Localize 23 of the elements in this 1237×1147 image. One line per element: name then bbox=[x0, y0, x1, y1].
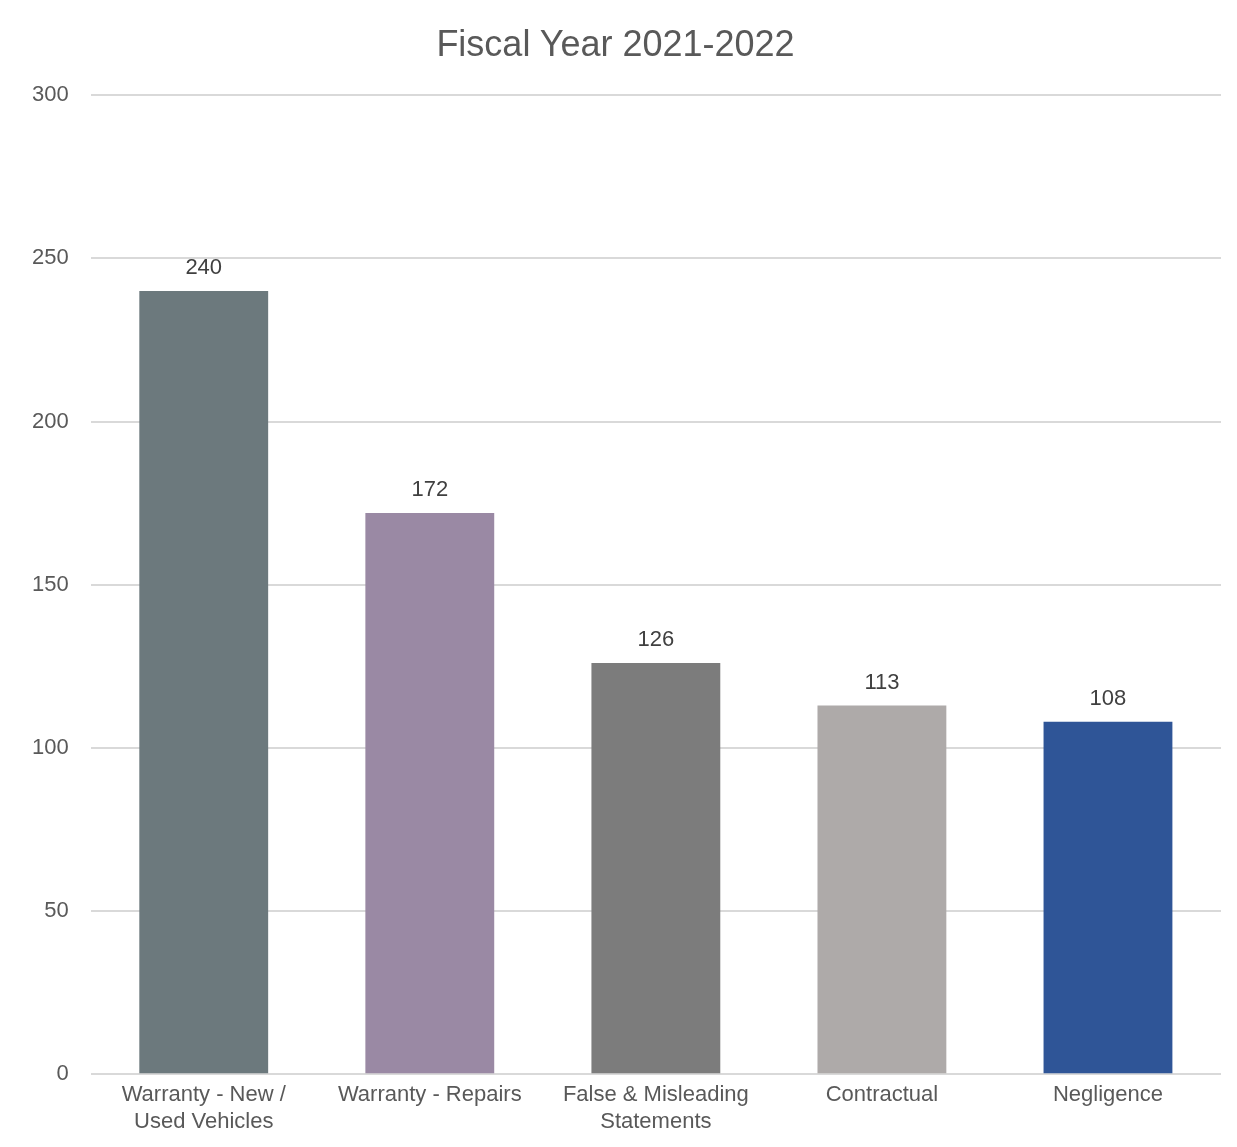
y-tick-label: 150 bbox=[31, 570, 69, 596]
y-tick-label: 300 bbox=[31, 81, 69, 107]
x-tick-label: Warranty - Repairs bbox=[337, 1081, 522, 1107]
y-tick-label: 100 bbox=[31, 733, 69, 759]
y-tick-label: 200 bbox=[31, 407, 69, 433]
data-label: 172 bbox=[411, 475, 449, 501]
bar bbox=[365, 512, 495, 1074]
y-tick-label: 0 bbox=[56, 1060, 69, 1086]
bar bbox=[1043, 721, 1173, 1074]
data-label: 126 bbox=[637, 626, 675, 652]
bar bbox=[139, 291, 269, 1074]
y-tick-label: 250 bbox=[31, 244, 69, 270]
x-tick-label: Negligence bbox=[1052, 1081, 1164, 1107]
data-label: 240 bbox=[185, 254, 223, 280]
y-tick-label: 50 bbox=[44, 897, 69, 923]
data-label: 108 bbox=[1089, 684, 1127, 710]
bar bbox=[591, 663, 721, 1074]
x-tick-label: Contractual bbox=[825, 1081, 939, 1107]
x-tick-label: Warranty - New / Used Vehicles bbox=[121, 1081, 287, 1133]
bar bbox=[817, 705, 947, 1074]
chart-title: Fiscal Year 2021-2022 bbox=[436, 22, 795, 64]
data-label: 113 bbox=[864, 668, 900, 694]
x-tick-label: False & Misleading Statements bbox=[562, 1081, 749, 1133]
